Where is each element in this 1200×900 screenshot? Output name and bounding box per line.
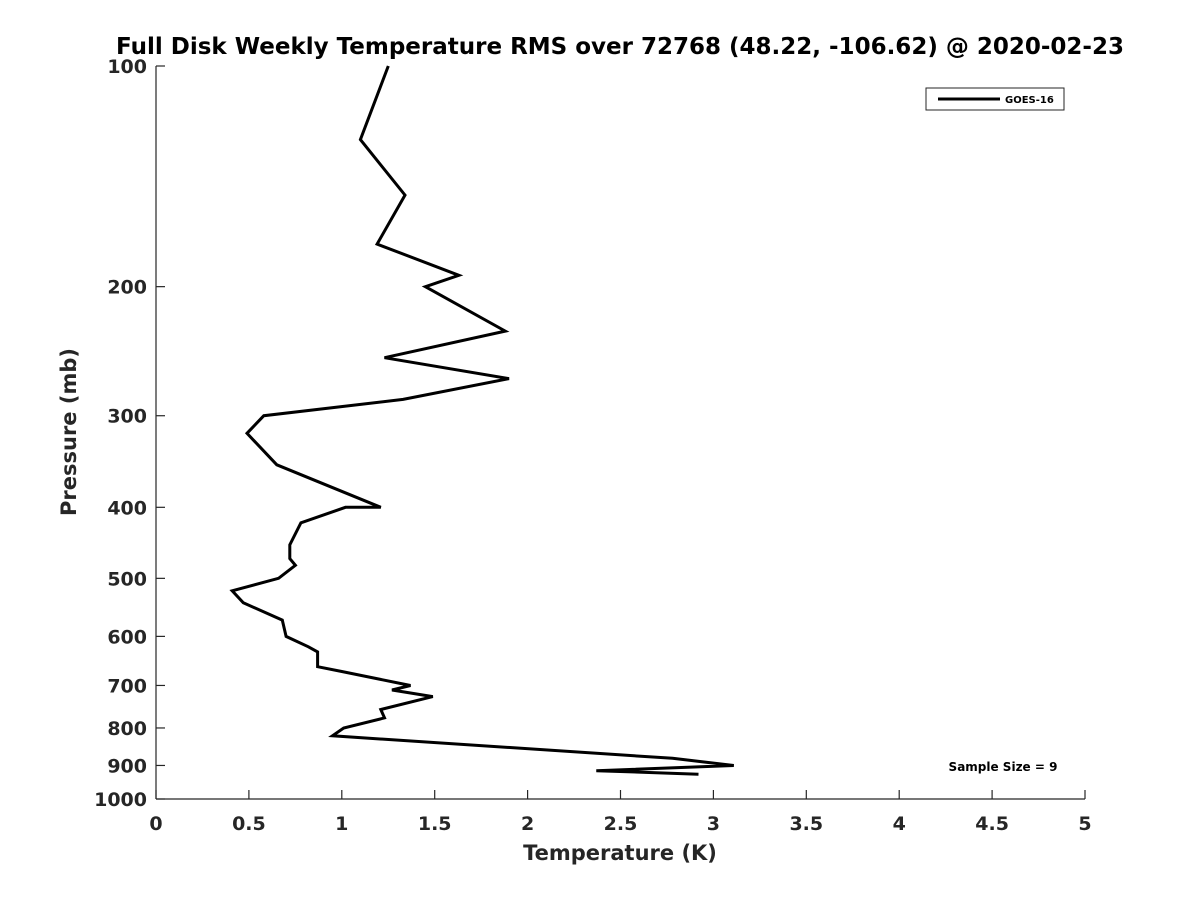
legend-label-goes-16: GOES-16	[1005, 95, 1054, 106]
x-tick-label: 2.5	[604, 813, 638, 835]
y-axis-label: Pressure (mb)	[57, 348, 81, 516]
y-tick-label: 400	[107, 497, 147, 519]
y-tick-label: 200	[107, 277, 147, 299]
y-tick-label: 1000	[94, 789, 147, 811]
x-tick-label: 5	[1078, 813, 1091, 835]
y-tick-label: 800	[107, 718, 147, 740]
y-axis-ticks: 100 200 300 400 500 600 700 800 900 1000	[94, 56, 165, 811]
x-tick-label: 3	[707, 813, 720, 835]
x-tick-label: 1.5	[418, 813, 452, 835]
x-tick-label: 1	[335, 813, 348, 835]
x-tick-label: 4	[893, 813, 906, 835]
y-tick-label: 500	[107, 568, 147, 590]
y-tick-label: 100	[107, 56, 147, 78]
x-tick-label: 2	[521, 813, 534, 835]
x-tick-label: 0	[149, 813, 162, 835]
sample-size-annotation: Sample Size = 9	[949, 760, 1058, 774]
chart-title: Full Disk Weekly Temperature RMS over 72…	[116, 34, 1124, 60]
y-tick-label: 600	[107, 626, 147, 648]
x-tick-label: 4.5	[975, 813, 1009, 835]
x-tick-label: 0.5	[232, 813, 266, 835]
series-line-goes-16	[229, 65, 734, 776]
y-tick-label: 300	[107, 406, 147, 428]
y-tick-label: 700	[107, 675, 147, 697]
x-axis-label: Temperature (K)	[523, 841, 717, 865]
legend: GOES-16	[925, 87, 1065, 111]
y-tick-label: 900	[107, 755, 147, 777]
x-tick-label: 3.5	[789, 813, 823, 835]
x-axis-ticks: 0 0.5 1 1.5 2 2.5 3 3.5 4 4.5 5	[149, 790, 1092, 835]
series-layer	[229, 65, 734, 776]
